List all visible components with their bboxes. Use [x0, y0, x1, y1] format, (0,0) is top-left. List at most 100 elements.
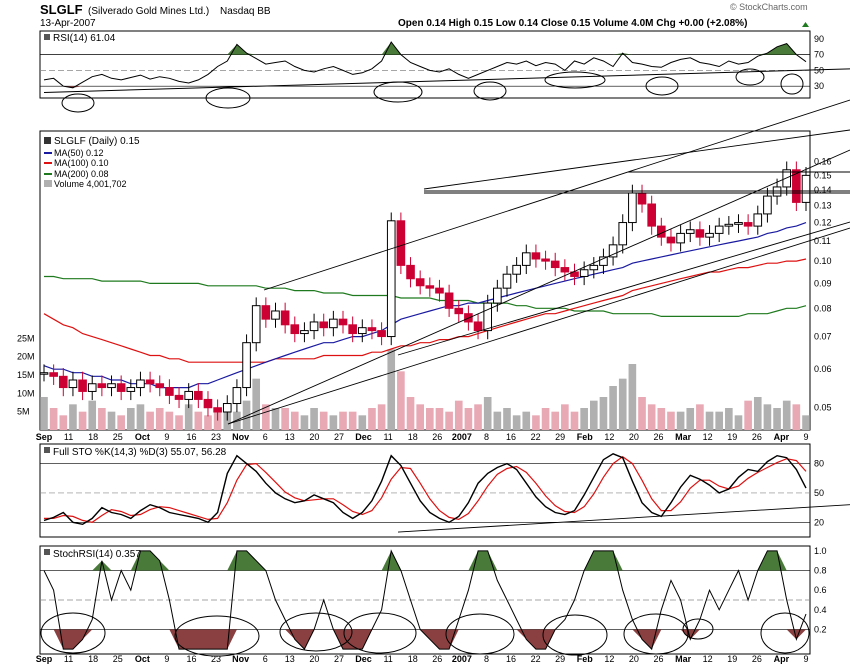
- volume-bar: [59, 415, 68, 430]
- date-axis-label: 20: [309, 432, 319, 442]
- date-axis-label: 18: [408, 432, 418, 442]
- candle-body: [473, 321, 483, 332]
- candle-body: [213, 407, 222, 413]
- legend-volume: Volume 4,001,702: [54, 179, 127, 189]
- rsi-annotation-ellipse: [544, 71, 606, 89]
- date-axis-label: Feb: [577, 432, 594, 442]
- candle-body: [251, 305, 261, 344]
- date-axis-label: 16: [186, 654, 196, 664]
- date-axis-label: 22: [531, 654, 541, 664]
- candle-body: [676, 232, 685, 244]
- volume-tick: 25M: [17, 333, 35, 343]
- volume-bar: [551, 411, 560, 430]
- stochrsi-annotation-ellipse: [445, 613, 515, 655]
- sto-tick: 20: [814, 517, 824, 527]
- date-axis-label: 23: [211, 654, 221, 664]
- date-axis-label: 19: [727, 432, 737, 442]
- candle-body: [377, 330, 386, 338]
- candle-body: [685, 229, 695, 234]
- rsi-panel-frame: [39, 30, 811, 99]
- volume-bar: [773, 408, 781, 430]
- date-axis-label: 16: [186, 432, 196, 442]
- candle-body: [261, 305, 271, 320]
- date-axis-label: Sep: [36, 432, 53, 442]
- sto-d-line: [44, 455, 807, 523]
- date-axis-label: 26: [752, 654, 762, 664]
- date-axis-label: 20: [629, 654, 639, 664]
- date-axis-label: 29: [555, 654, 565, 664]
- ma50-line: [43, 222, 807, 389]
- ma200-line: [44, 275, 807, 317]
- price-trendline: [227, 227, 850, 425]
- volume-bar: [358, 415, 367, 430]
- volume-bar: [426, 408, 434, 430]
- volume-bar: [290, 411, 299, 430]
- rsi-line: [43, 41, 807, 89]
- volume-bar: [628, 364, 637, 430]
- volume-bar: [127, 408, 135, 430]
- date-axis-label: Dec: [355, 432, 372, 442]
- volume-bar: [609, 386, 617, 430]
- volume-bar: [377, 404, 386, 430]
- date-axis-label: 9: [164, 432, 169, 442]
- volume-bar: [271, 408, 280, 430]
- date-axis-label: 9: [164, 654, 169, 664]
- volume-bar: [802, 415, 810, 430]
- date-axis-label: 26: [432, 432, 442, 442]
- candle-body: [290, 324, 300, 335]
- candle-body: [348, 324, 357, 335]
- legend-ma200: MA(200) 0.08: [54, 169, 109, 179]
- stochrsi-oversold-fill: [44, 629, 806, 650]
- volume-bar: [98, 408, 106, 430]
- candle-body: [628, 192, 637, 224]
- candle-body: [126, 387, 136, 392]
- candle-body: [232, 387, 242, 405]
- legend-ma50: MA(50) 0.12: [54, 148, 104, 158]
- volume-bar: [589, 400, 598, 430]
- volume-bar: [204, 415, 212, 430]
- ohlc-summary: Open 0.14 High 0.15 Low 0.14 Close 0.15 …: [398, 18, 747, 29]
- price-tick: 0.14: [814, 185, 832, 195]
- volume-tick: 10M: [17, 388, 35, 398]
- date-axis-label: Nov: [232, 654, 249, 664]
- date-axis-label: Mar: [675, 654, 692, 664]
- date-axis-label: 13: [285, 432, 295, 442]
- change-up-icon: [802, 22, 809, 27]
- stochrsi-annotation-ellipse: [343, 612, 417, 654]
- sto-tick: 50: [814, 488, 824, 498]
- volume-bar: [49, 408, 58, 430]
- volume-bar: [792, 404, 801, 430]
- sto-panel-frame: [39, 443, 811, 538]
- volume-bar: [40, 397, 48, 430]
- volume-bar: [705, 411, 714, 430]
- price-panel: 0.05 0.06 0.07 0.08 0.09 0.10 0.11 0.12 0.13 0.14…: [17, 99, 850, 430]
- volume-bar: [445, 411, 453, 430]
- volume-bar: [763, 404, 772, 430]
- date-axis-label: 25: [113, 432, 123, 442]
- stochrsi-annotation-ellipse: [40, 612, 106, 654]
- rsi-trendline: [43, 68, 850, 93]
- candle-body: [271, 310, 280, 320]
- volume-bar: [339, 411, 347, 430]
- date-axis-label: 29: [555, 432, 565, 442]
- candle-body: [136, 379, 145, 389]
- date-axis-label: 11: [64, 654, 73, 664]
- date-axis-label: 2007: [452, 654, 472, 664]
- candle-body: [541, 258, 550, 262]
- candle-body: [695, 229, 705, 238]
- stochrsi-tick: 0.8: [814, 566, 827, 576]
- stochrsi-title: StochRSI(14) 0.357: [44, 549, 141, 560]
- candle-body: [705, 232, 714, 238]
- date-axis-label: 22: [531, 432, 541, 442]
- volume-bar: [657, 408, 666, 430]
- date-axis-label: 23: [211, 432, 221, 442]
- volume-bar: [107, 411, 116, 430]
- date-axis-label: 12: [604, 432, 614, 442]
- volume-bar: [88, 400, 97, 430]
- stochrsi-overbought-fill: [44, 550, 806, 571]
- stochrsi-line: [43, 549, 807, 651]
- volume-bar: [618, 378, 627, 430]
- date-axis-label: 16: [506, 654, 516, 664]
- date-axis-label: Dec: [355, 654, 372, 664]
